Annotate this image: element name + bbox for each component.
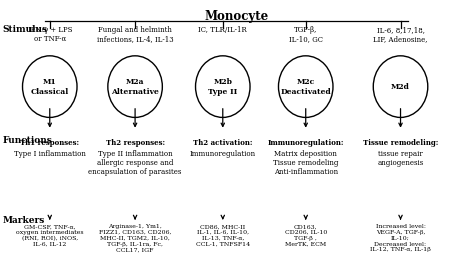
Text: IC, TLR/IL-1R: IC, TLR/IL-1R — [199, 26, 247, 34]
Text: Stimulus: Stimulus — [2, 25, 47, 34]
Text: Fungal and helminth
infections, IL-4, IL-13: Fungal and helminth infections, IL-4, IL… — [97, 26, 173, 43]
Text: Th1 responses:: Th1 responses: — [20, 139, 79, 147]
Text: Immunoregulation: Immunoregulation — [190, 150, 256, 158]
Text: TGF-β,
IL-10, GC: TGF-β, IL-10, GC — [289, 26, 323, 43]
Text: Matrix deposition
Tissue remodeling
Anti-inflammation: Matrix deposition Tissue remodeling Anti… — [273, 150, 338, 176]
Text: IL-6, 8,17,18,
LIF, Adenosine,: IL-6, 8,17,18, LIF, Adenosine, — [374, 26, 428, 43]
Text: CD86, MHC-II
IL-1, IL-6, IL-10,
IL-13, TNF-α,
CCL-1, TNFSF14: CD86, MHC-II IL-1, IL-6, IL-10, IL-13, T… — [196, 224, 250, 246]
Text: Th2 activation:: Th2 activation: — [193, 139, 253, 147]
Text: tissue repair
angiogenesis: tissue repair angiogenesis — [377, 150, 424, 167]
Text: Monocyte: Monocyte — [205, 10, 269, 23]
Text: M2c
Deactivated: M2c Deactivated — [280, 78, 331, 95]
Text: Type I inflammation: Type I inflammation — [14, 150, 86, 158]
Text: Tissue remodeling:: Tissue remodeling: — [363, 139, 438, 147]
Text: Increased level:
VEGF-A, TGF-β,
IL-10;
Decreased level:
IL-12, TNF-α, IL-1β: Increased level: VEGF-A, TGF-β, IL-10; D… — [370, 224, 431, 252]
Text: Type II inflammation
allergic response and
encapsulation of parasites: Type II inflammation allergic response a… — [89, 150, 182, 176]
Text: IFN-γ + LPS
or TNF-α: IFN-γ + LPS or TNF-α — [27, 26, 72, 43]
Text: Immunoregulation:: Immunoregulation: — [267, 139, 344, 147]
Text: Th2 responses:: Th2 responses: — [106, 139, 164, 147]
Text: M1
Classical: M1 Classical — [31, 78, 69, 95]
Text: M2a
Alternative: M2a Alternative — [111, 78, 159, 95]
Text: M2b
Type II: M2b Type II — [208, 78, 237, 95]
Text: M2d: M2d — [391, 82, 410, 91]
Text: GM-CSF, TNF-α,
oxygen intermediates
(RNI, ROI), iNOS,
IL-6, IL-12: GM-CSF, TNF-α, oxygen intermediates (RNI… — [16, 224, 83, 247]
Text: CD163,
CD206, IL-10
TGF-β ,
MerTK, ECM: CD163, CD206, IL-10 TGF-β , MerTK, ECM — [284, 224, 327, 246]
Text: Markers: Markers — [2, 216, 45, 225]
Text: Functions: Functions — [2, 136, 52, 145]
Text: Arginase-1, Ym1,
FIZZ1, CD163, CD206,
MHC-II, TGM2, IL-10,
TGF-β, IL-1ra, Fc,
CC: Arginase-1, Ym1, FIZZ1, CD163, CD206, MH… — [99, 224, 171, 252]
